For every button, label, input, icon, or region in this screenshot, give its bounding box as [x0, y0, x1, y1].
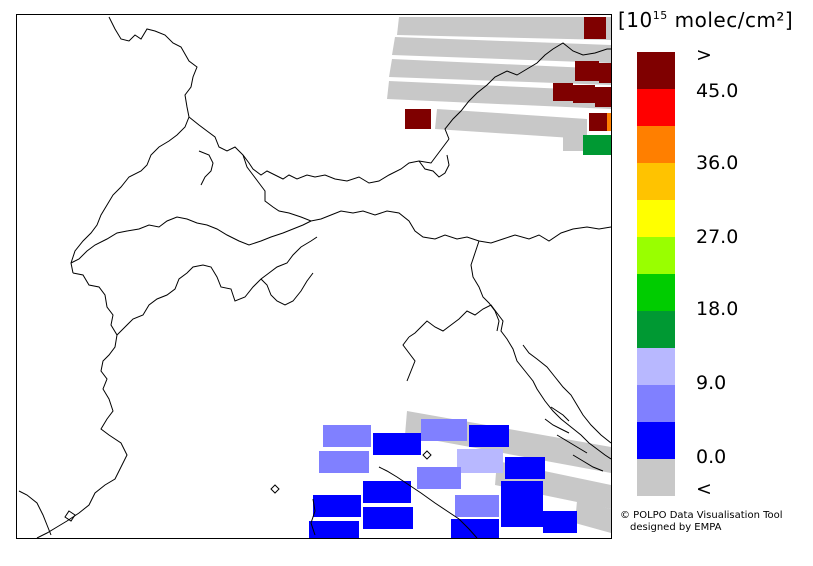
legend-swatch: [637, 200, 675, 237]
legend-swatch: [637, 459, 675, 496]
pixel-blue: [363, 481, 411, 503]
legend-tick-label: 45.0: [696, 80, 739, 102]
pixel-blue: [309, 521, 359, 538]
border-line: [444, 42, 611, 140]
pixel-blue: [373, 433, 421, 455]
border-line: [242, 154, 611, 244]
swath-row: [389, 59, 611, 85]
swath-row: [387, 81, 611, 109]
pixel-blue: [505, 457, 545, 479]
legend-swatch: [637, 274, 675, 311]
swath-row: [575, 501, 611, 533]
swath-row: [435, 109, 587, 139]
legend-tick-label: 36.0: [696, 152, 739, 174]
legend-swatch: [637, 163, 675, 200]
border-line: [418, 154, 450, 178]
island: [422, 450, 432, 460]
pixel-mid-blue: [323, 425, 371, 447]
pixel-dark-red: [599, 63, 611, 83]
legend-tick-label: 27.0: [696, 226, 739, 248]
legend-tick-label: 9.0: [696, 372, 727, 394]
legend-tick-label: <: [696, 478, 712, 500]
coastline: [408, 304, 611, 460]
unit-suffix: molec/cm²]: [667, 8, 794, 32]
coastline: [378, 466, 478, 538]
legend-swatch: [637, 237, 675, 274]
border-line: [188, 116, 450, 184]
pixel-orange: [607, 113, 611, 131]
map-canvas: [18, 16, 611, 538]
pixel-mid-blue: [421, 419, 467, 441]
coastline: [522, 344, 611, 444]
swath-row: [397, 17, 611, 40]
pixel-mid-blue: [417, 467, 461, 489]
pixel-light-blue: [457, 449, 503, 473]
border-line: [70, 216, 312, 264]
legend-swatch: [637, 126, 675, 163]
legend-swatch: [637, 422, 675, 459]
credits: © POLPO Data Visualisation Tool designed…: [620, 510, 783, 534]
swath-row: [392, 37, 611, 63]
swaths-north: [387, 17, 611, 155]
island: [556, 434, 588, 454]
pixel-dark-red: [589, 113, 607, 131]
pixel-grey: [563, 133, 583, 151]
pixel-blue: [543, 511, 577, 533]
island: [550, 406, 570, 422]
pixel-green: [583, 135, 611, 155]
coastline: [310, 498, 316, 536]
pixel-mid-blue: [455, 495, 499, 517]
pixel-blue: [501, 503, 543, 527]
legend-tick-label: >: [696, 44, 712, 66]
color-scale: [637, 52, 675, 496]
border-line: [260, 272, 314, 306]
unit-prefix: [10: [618, 8, 653, 32]
legend-swatch: [637, 348, 675, 385]
pixel-dark-red: [405, 109, 431, 129]
border-line: [70, 16, 198, 274]
island: [572, 454, 604, 472]
pixel-dark-red: [573, 85, 595, 103]
legend-swatch: [637, 311, 675, 348]
pixel-dark-red: [584, 17, 606, 39]
island: [64, 510, 76, 522]
island: [544, 418, 570, 434]
pixel-mid-blue: [319, 451, 369, 473]
country-borders: [18, 16, 611, 538]
unit-exponent: 15: [652, 9, 668, 22]
legend-tick-label: 0.0: [696, 446, 727, 468]
legend-unit-label: [1015 molec/cm²]: [618, 8, 793, 32]
legend-swatch: [637, 52, 675, 89]
pixel-dark-red: [553, 83, 573, 101]
pixel-blue: [501, 481, 543, 503]
border-line: [36, 272, 128, 538]
border-line: [18, 490, 52, 536]
pixel-blue: [313, 495, 361, 517]
pixel-blue: [451, 519, 499, 538]
pixel-blue: [469, 425, 509, 447]
border-line: [116, 236, 318, 336]
legend-swatch: [637, 385, 675, 422]
swaths-south: [309, 411, 611, 538]
pixel-blue: [363, 507, 413, 529]
credits-line2: designed by EMPA: [630, 522, 722, 533]
pixel-dark-red: [595, 87, 611, 107]
map-panel: [16, 14, 612, 539]
legend-swatch: [637, 89, 675, 126]
border-line: [198, 150, 214, 186]
credits-line1: © POLPO Data Visualisation Tool: [620, 510, 783, 521]
coastline: [402, 336, 416, 382]
legend-tick-label: 18.0: [696, 298, 739, 320]
pixel-dark-red: [575, 61, 599, 81]
island: [270, 484, 280, 494]
border-line: [470, 240, 500, 332]
